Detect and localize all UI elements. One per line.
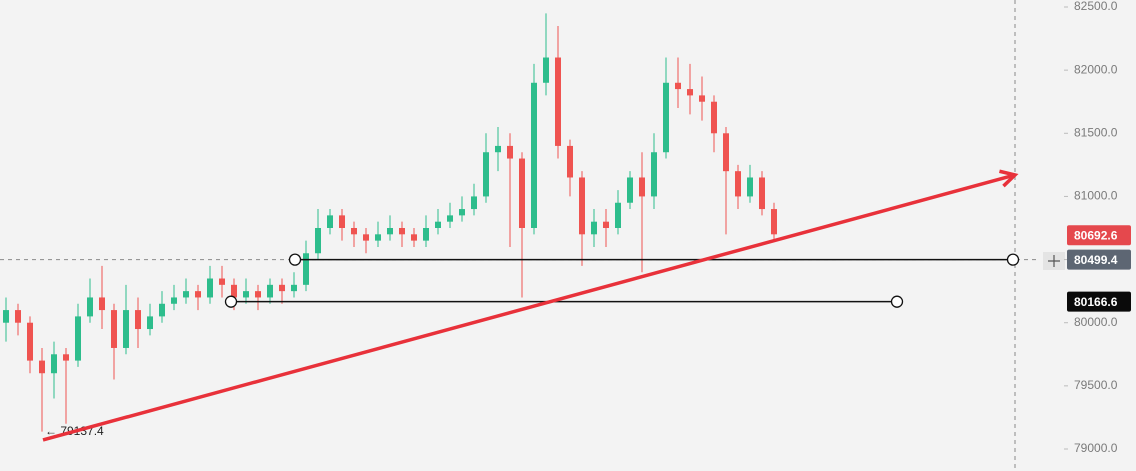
y-tick-label: 80000.0 <box>1074 315 1118 329</box>
candle-body <box>435 221 441 228</box>
candle-body <box>603 221 609 228</box>
candle-body <box>315 228 321 254</box>
candle-body <box>567 145 573 178</box>
candle-body <box>399 228 405 235</box>
line-handle <box>288 253 302 266</box>
candle-body <box>687 89 693 96</box>
line-handle <box>224 295 238 308</box>
candle-body <box>627 177 633 203</box>
add-icon[interactable] <box>1048 255 1060 267</box>
candle-body <box>387 228 393 235</box>
candle-body <box>759 177 765 210</box>
candle-body <box>579 177 585 235</box>
candle-body <box>135 310 141 330</box>
candle-body <box>543 57 549 83</box>
candle-body <box>615 202 621 228</box>
candle-body <box>351 228 357 235</box>
candle-body <box>495 145 501 153</box>
candle-body <box>375 234 381 241</box>
candle-body <box>231 284 237 298</box>
candle-body <box>243 291 249 298</box>
candle-body <box>723 133 729 172</box>
candle-body <box>327 215 333 228</box>
price-label-box <box>1067 291 1131 312</box>
candle-body <box>255 291 261 298</box>
candle-body <box>423 228 429 241</box>
candle-body <box>291 284 297 292</box>
candle-body <box>87 297 93 317</box>
candle-body <box>171 297 177 304</box>
candle-body <box>279 284 285 292</box>
candle-body <box>639 177 645 197</box>
candle-body <box>99 297 105 311</box>
candle-body <box>459 209 465 216</box>
candle-body <box>651 152 657 197</box>
y-tick-label: 81500.0 <box>1074 125 1118 139</box>
candle-body <box>63 354 69 361</box>
y-tick-label: 82000.0 <box>1074 62 1118 76</box>
candle-body <box>15 310 21 323</box>
candle-body <box>363 234 369 241</box>
candle-body <box>699 95 705 102</box>
line-handle <box>890 295 904 308</box>
trendline <box>42 173 1016 442</box>
candle-body <box>447 215 453 222</box>
candle-body <box>51 354 57 374</box>
price-label: 80166.6 <box>1074 295 1118 309</box>
price-label: 80692.6 <box>1074 228 1118 242</box>
price-label-box <box>1067 225 1131 246</box>
candle-body <box>207 278 213 298</box>
candle-body <box>675 82 681 90</box>
candle-body <box>219 278 225 285</box>
candle-body <box>531 82 537 229</box>
candle-body <box>3 310 9 323</box>
y-tick-label: 79500.0 <box>1074 378 1118 392</box>
y-tick-label: 82500.0 <box>1074 0 1118 13</box>
candle-body <box>27 322 33 361</box>
candle-body <box>555 57 561 146</box>
candle-body <box>39 360 45 374</box>
price-label: 80499.4 <box>1074 253 1118 267</box>
y-tick-label: 81000.0 <box>1074 189 1118 203</box>
y-tick-label: 79000.0 <box>1074 441 1118 455</box>
candle-body <box>159 303 165 317</box>
price-label-box <box>1067 249 1131 270</box>
candle-body <box>267 284 273 298</box>
trendline-arrowhead <box>999 169 1019 188</box>
candle-body <box>111 310 117 348</box>
candle-body <box>411 234 417 241</box>
candle-body <box>75 316 81 361</box>
candle-body <box>747 177 753 197</box>
candle-body <box>183 291 189 298</box>
candle-body <box>507 145 513 159</box>
candle-body <box>147 316 153 330</box>
candle-body <box>591 221 597 235</box>
candle-body <box>195 291 201 298</box>
candle-body <box>483 152 489 197</box>
candle-body <box>123 310 129 348</box>
candle-body <box>735 171 741 197</box>
candle-body <box>519 158 525 228</box>
candle-body <box>771 209 777 235</box>
line-handle <box>1006 253 1020 266</box>
candle-body <box>339 215 345 228</box>
candle-body <box>663 82 669 153</box>
add-button[interactable] <box>1043 252 1065 270</box>
candle-body <box>471 196 477 210</box>
candle-body <box>711 101 717 134</box>
candle-body <box>303 253 309 285</box>
